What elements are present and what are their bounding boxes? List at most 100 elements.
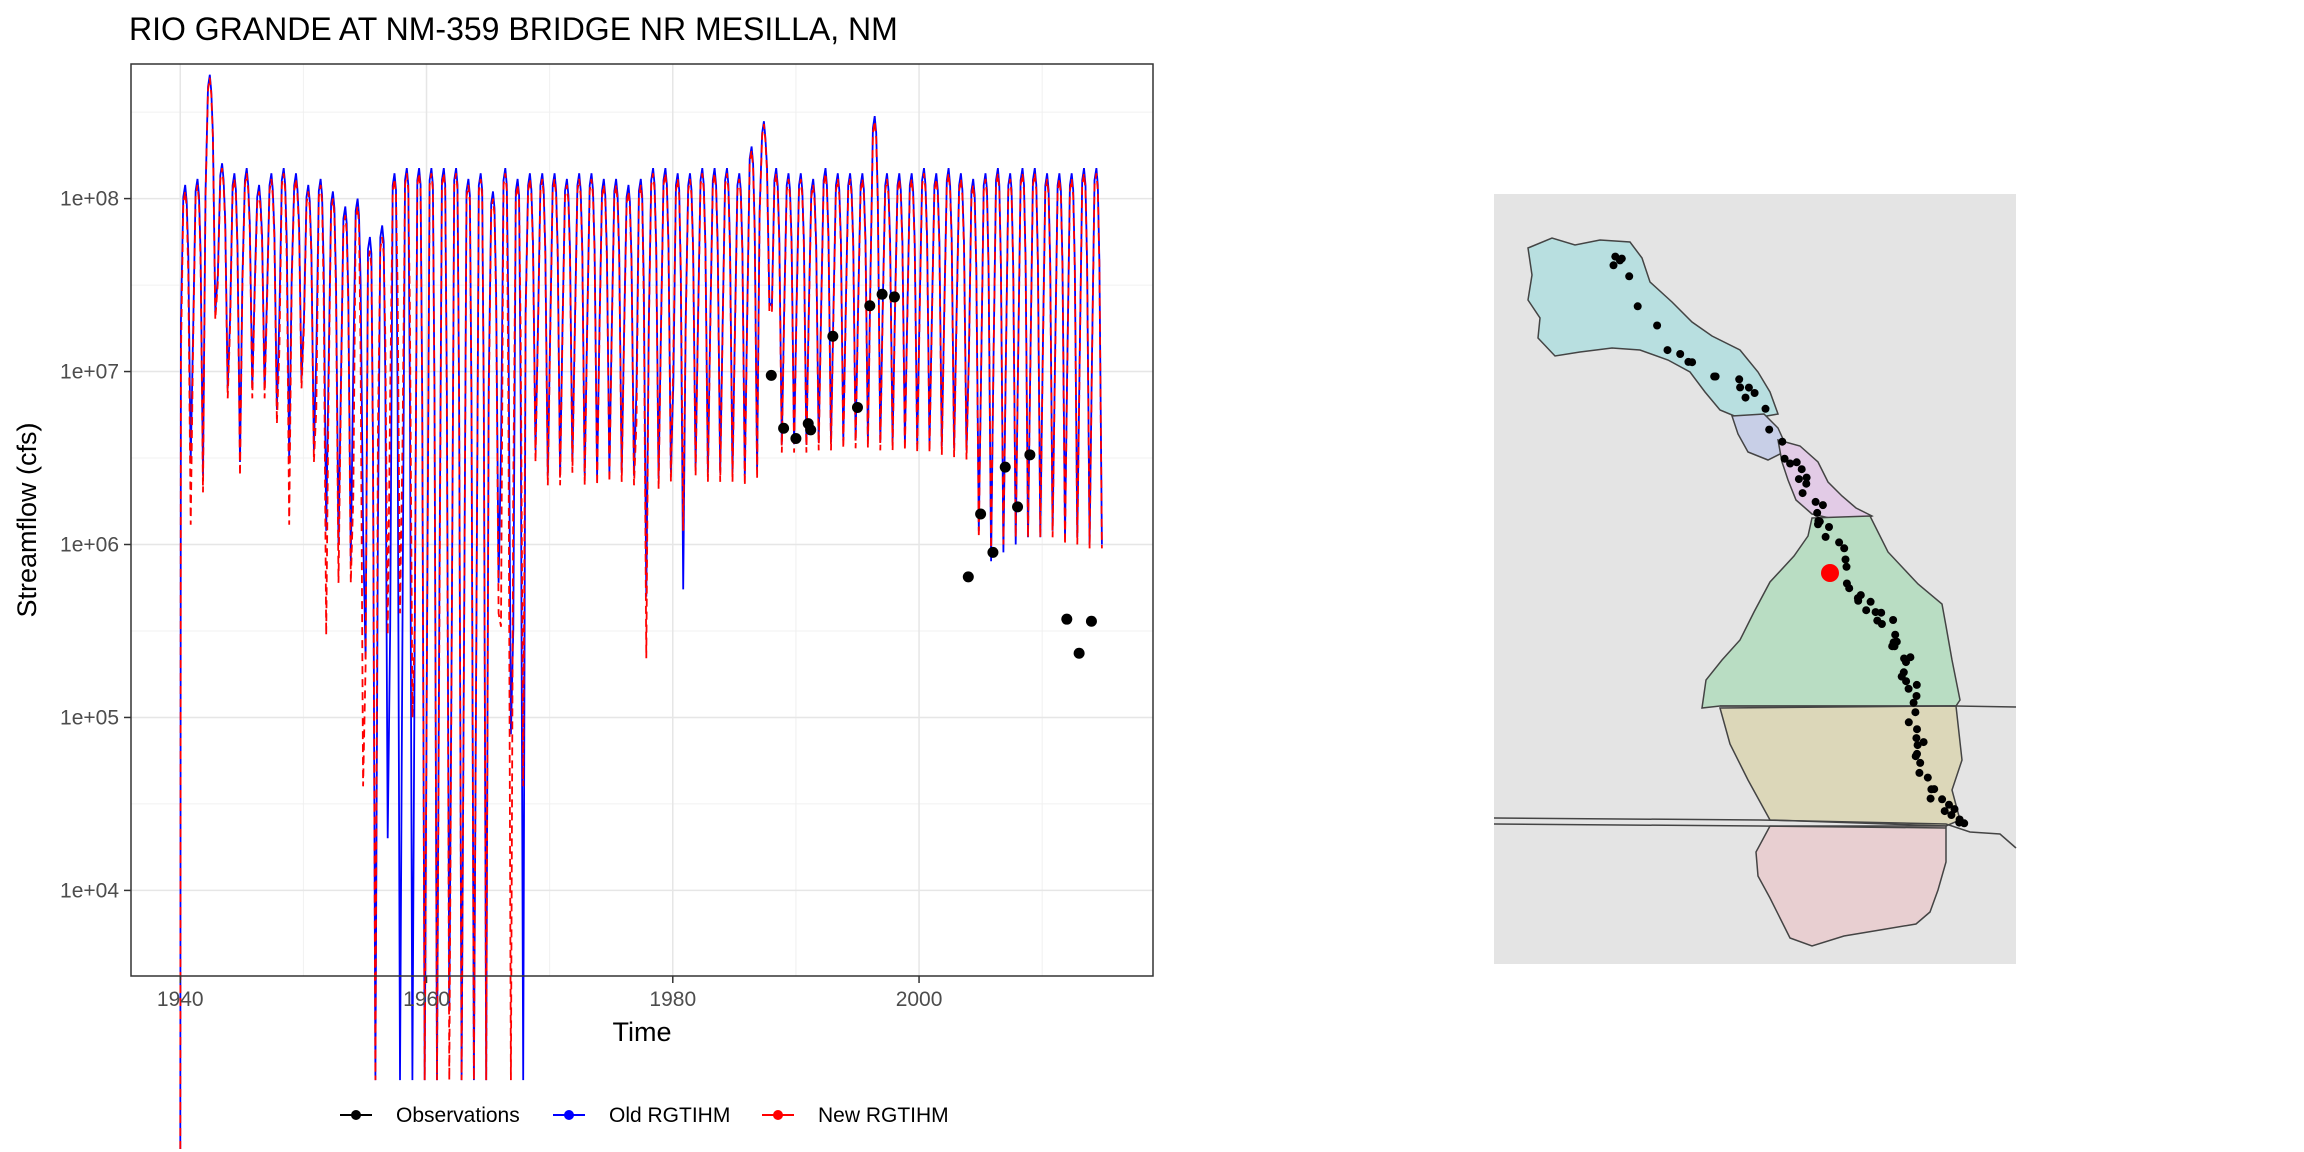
map-boundary-line-lower-2 [1493,823,1947,829]
plot-panel [130,63,1154,1150]
map-site-marker [1862,606,1871,615]
map-site-marker [1744,383,1753,392]
map-site-marker [1926,794,1935,803]
map-site-marker [1765,425,1774,434]
chart-title: RIO GRANDE AT NM-359 BRIDGE NR MESILLA, … [129,11,898,47]
observation-point [876,288,888,300]
observation-point [827,330,839,342]
grid-minor [131,64,1153,976]
map-site-marker [1797,465,1806,474]
map-boundary-line-upper [1720,705,2017,708]
map-site-marker [1916,758,1925,767]
map-site-marker [1813,508,1822,517]
observation-point [778,422,790,434]
map-region-north-middle [1730,413,1789,461]
map-selected-site-marker [1821,564,1839,582]
map-site-marker [1802,473,1811,482]
map-site-marker [1841,555,1850,564]
legend: Observations Old RGTIHM New RGTIHM [340,1104,949,1127]
y-axis-title: Streamflow (cfs) [12,422,42,617]
map-site-marker [1653,321,1662,330]
observation-point [999,461,1011,473]
x-axis: 1940 1960 1980 2000 [157,976,942,1011]
legend-item-old-rgtihm: Old RGTIHM [553,1104,730,1127]
map-site-marker [1919,738,1928,747]
map-site-marker [1786,459,1795,468]
map-site-marker [1750,389,1759,397]
map-site-marker [1912,680,1921,689]
observation-point [962,571,974,583]
observation-point [790,433,802,445]
map-site-marker [1676,350,1685,358]
map-site-marker [1960,819,1969,828]
observation-point [1073,647,1085,659]
plot-panel-border [130,63,1154,977]
map-site-marker [1735,375,1744,384]
map-site-marker [1877,608,1886,617]
observation-point [1012,501,1024,513]
map-site-marker [1761,404,1770,413]
map-site-marker [1938,795,1947,804]
map-site-marker [1814,520,1822,529]
map-site-marker [1818,501,1827,510]
y-tick-label: 1e+04 [60,879,119,902]
map-site-marker [1912,692,1921,700]
observation-point [765,369,777,381]
map-boundary-line-lower [1493,817,2017,849]
legend-item-new-rgtihm: New RGTIHM [762,1104,949,1127]
map-site-marker [1902,658,1910,667]
map-site-marker [1904,718,1913,727]
basin-map [1493,194,2017,964]
y-tick-label: 1e+06 [60,533,119,556]
map-site-marker [1913,741,1922,750]
map-site-marker [1625,272,1634,281]
map-site-marker [1891,630,1900,639]
map-site-marker [1663,346,1672,355]
map-site-marker [1842,562,1851,571]
map-site-marker [1778,437,1787,446]
map-site-marker [1913,749,1921,758]
legend-item-observations: Observations [340,1104,520,1127]
map-site-marker [1940,807,1949,816]
map-site-marker [1911,708,1920,717]
map-sites [1609,252,1969,828]
observation-point [851,401,863,413]
map-site-marker [1802,479,1811,488]
map-site-marker [1845,584,1854,593]
map-site-marker [1741,393,1750,402]
map-site-marker [1688,358,1697,367]
map-region-far-south [1755,825,1947,947]
legend-key-new-point [773,1110,783,1120]
map-site-marker [1930,785,1939,794]
y-tick-label: 1e+07 [60,361,119,384]
x-tick-label: 1960 [403,988,450,1011]
map-site-marker [1853,594,1862,603]
map-site-marker [1889,616,1898,624]
observation-point [1085,615,1097,627]
map-site-marker [1904,684,1913,693]
observation-points [765,288,1097,659]
x-tick-label: 1940 [157,988,204,1011]
observation-point [975,508,987,520]
map-site-marker [1877,620,1886,628]
map-site-marker [1890,642,1899,651]
series-line-new-rgtihm [179,77,1103,1150]
x-axis-title: Time [613,1017,672,1047]
map-region-south [1719,705,1963,827]
series-layer [179,74,1103,1150]
map-site-marker [1945,800,1953,809]
y-tick-label: 1e+08 [60,188,119,211]
observation-point [864,300,876,312]
map-site-marker [1811,497,1820,506]
legend-key-old-point [564,1110,574,1120]
map-site-marker [1798,489,1807,498]
legend-label-new-rgtihm: New RGTIHM [818,1104,949,1127]
map-site-marker [1913,725,1921,734]
x-tick-label: 1980 [649,988,696,1011]
legend-label-old-rgtihm: Old RGTIHM [609,1104,730,1127]
map-site-marker [1835,538,1844,547]
series-line-old-rgtihm [179,74,1103,1150]
observation-point [1061,613,1073,625]
map-site-marker [1915,768,1924,777]
